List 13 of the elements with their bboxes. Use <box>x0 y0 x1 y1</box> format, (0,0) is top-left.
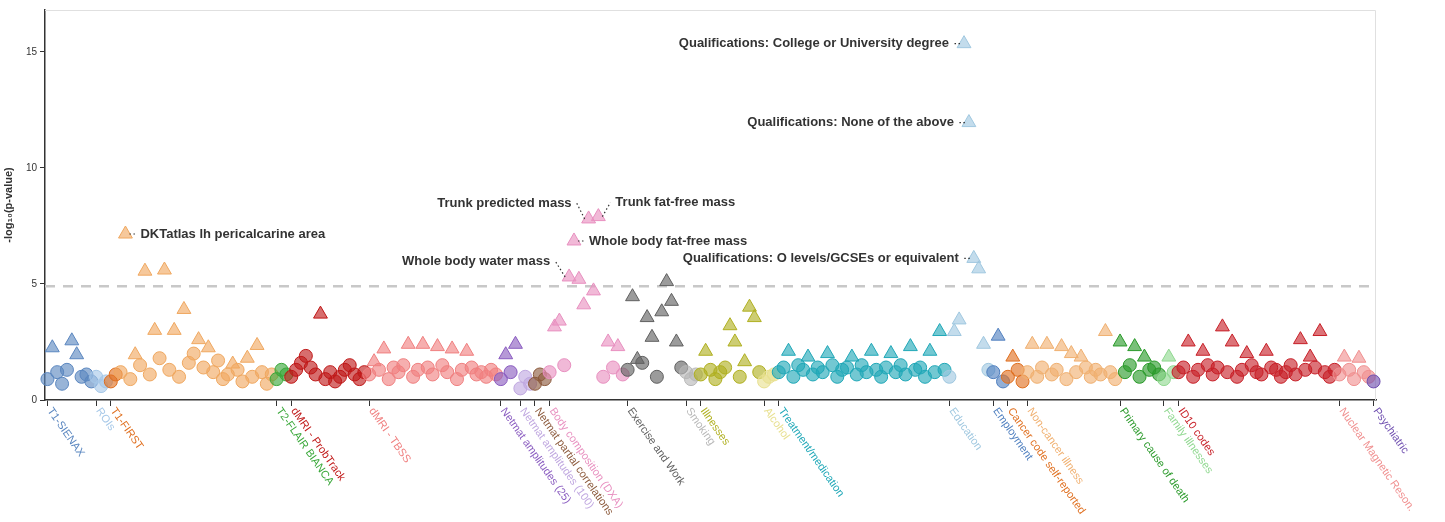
y-axis-title: -log₁₀(p-value) <box>1 166 14 243</box>
y-tick-label: 0 <box>31 393 38 405</box>
y-tick-label: 10 <box>25 161 38 173</box>
y-tick-label: 15 <box>25 45 38 57</box>
y-tick-label: 5 <box>31 277 38 289</box>
annotation: Whole body fat-free mass <box>588 232 748 248</box>
annotation: Trunk predicted mass <box>437 194 572 210</box>
annotation: Qualifications: O levels/GCSEs or equivalent <box>682 249 960 265</box>
annotation: DKTatlas lh pericalcarine area <box>140 225 326 241</box>
annotation: Qualifications: None of the above <box>747 114 954 130</box>
annotation: Qualifications: College or University degree <box>678 35 950 51</box>
annotation: Trunk fat-free mass <box>615 194 736 210</box>
annotation: Whole body water mass <box>402 252 551 268</box>
